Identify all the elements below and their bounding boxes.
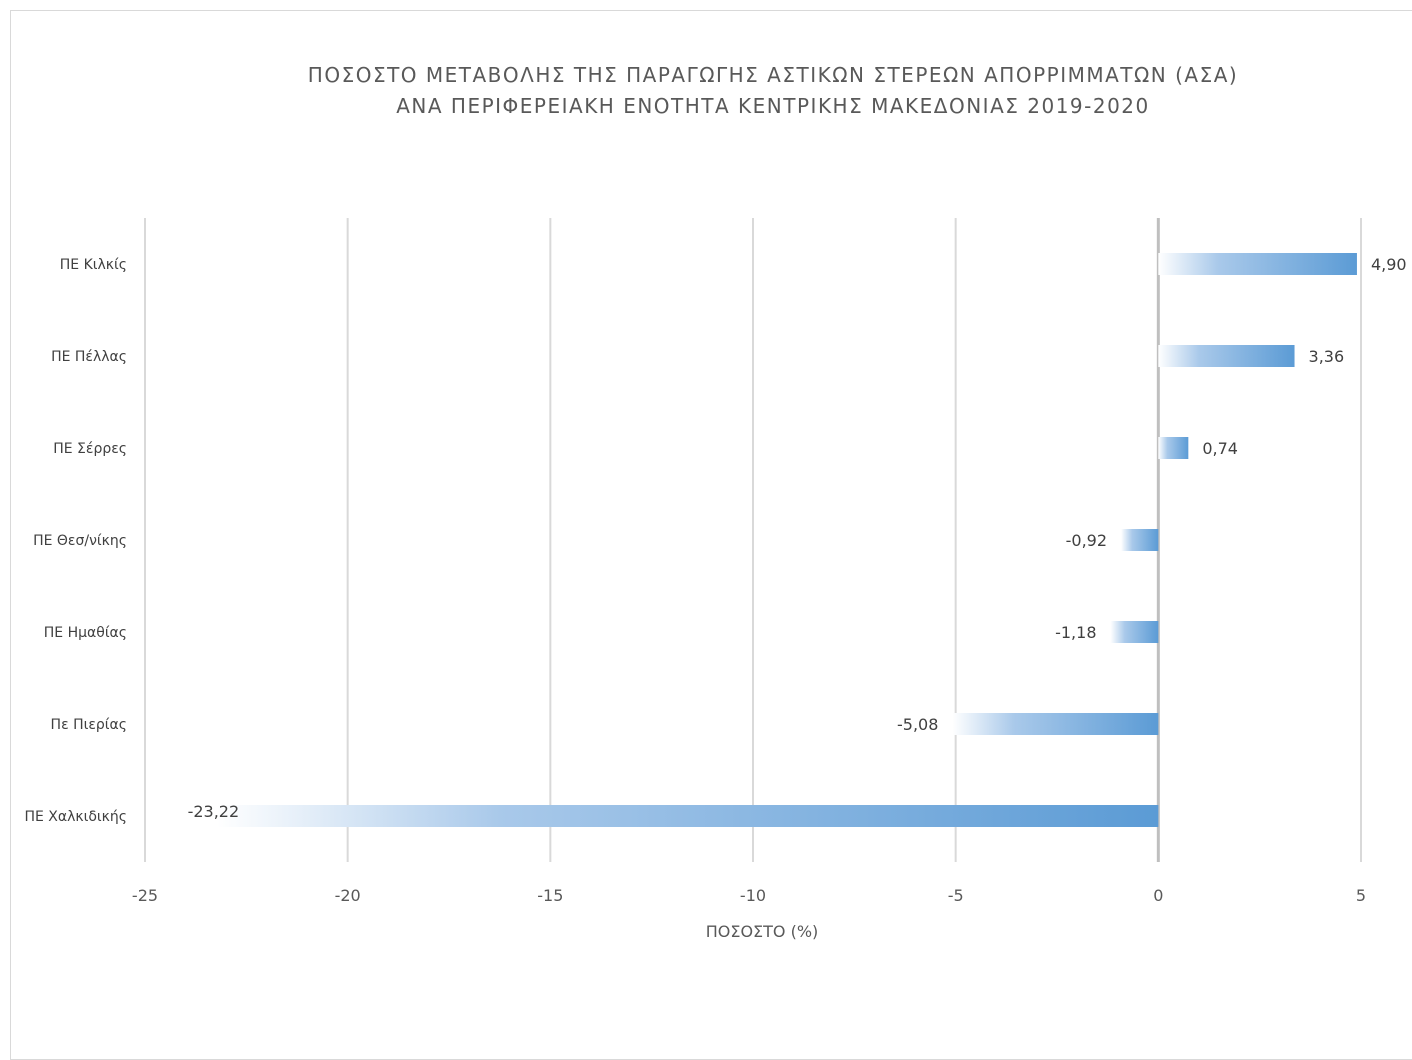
- category-label: ΠΕ Πέλλας: [51, 349, 127, 365]
- x-tick-label: -5: [948, 886, 964, 905]
- bar: [1121, 529, 1159, 551]
- x-tick-label: -20: [335, 886, 361, 905]
- bar: [1158, 437, 1189, 459]
- grid-lines: [144, 218, 1362, 862]
- bar: [1158, 253, 1357, 275]
- category-label: ΠΕ Χαλκιδικής: [24, 809, 127, 825]
- chart-title: ΠΟΣΟΣΤΟ ΜΕΤΑΒΟΛΗΣ ΤΗΣ ΠΑΡΑΓΩΓΗΣ ΑΣΤΙΚΩΝ …: [0, 60, 1412, 122]
- category-label: ΠΕ Κιλκίς: [60, 257, 127, 273]
- x-tick-label: -15: [537, 886, 563, 905]
- chart-frame: [10, 10, 1412, 1060]
- data-label: -23,22: [188, 802, 240, 821]
- bar: [217, 805, 1159, 827]
- labels: -25 -20 -15 -10 -5 0 5 ΠΕ Κιλκίς 4,90 ΠΕ Πέλλας 3,…: [24, 255, 1406, 905]
- bar: [1110, 621, 1159, 643]
- category-label: Πε Πιερίας: [51, 717, 127, 733]
- bars: [217, 253, 1357, 827]
- x-tick-label: 0: [1153, 886, 1163, 905]
- data-label: -5,08: [897, 715, 938, 734]
- x-axis-title: ΠΟΣΟΣΤΟ (%): [706, 922, 819, 941]
- x-tick-label: -25: [132, 886, 158, 905]
- data-label: 0,74: [1202, 439, 1238, 458]
- bar: [952, 713, 1159, 735]
- data-label: 4,90: [1371, 255, 1407, 274]
- x-tick-label: -10: [740, 886, 766, 905]
- x-tick-label: 5: [1356, 886, 1366, 905]
- chart-title-line-2: ΑΝΑ ΠΕΡΙΦΕΡΕΙΑΚΗ ΕΝΟΤΗΤΑ ΚΕΝΤΡΙΚΗΣ ΜΑΚΕΔ…: [396, 94, 1150, 118]
- bar: [1158, 345, 1295, 367]
- data-label: -1,18: [1055, 623, 1096, 642]
- category-label: ΠΕ Ημαθίας: [44, 625, 127, 641]
- category-label: ΠΕ Θεσ/νίκης: [33, 533, 127, 549]
- chart-title-line-1: ΠΟΣΟΣΤΟ ΜΕΤΑΒΟΛΗΣ ΤΗΣ ΠΑΡΑΓΩΓΗΣ ΑΣΤΙΚΩΝ …: [307, 63, 1239, 87]
- category-label: ΠΕ Σέρρες: [53, 441, 127, 457]
- data-label: -0,92: [1066, 531, 1107, 550]
- data-label: 3,36: [1309, 347, 1345, 366]
